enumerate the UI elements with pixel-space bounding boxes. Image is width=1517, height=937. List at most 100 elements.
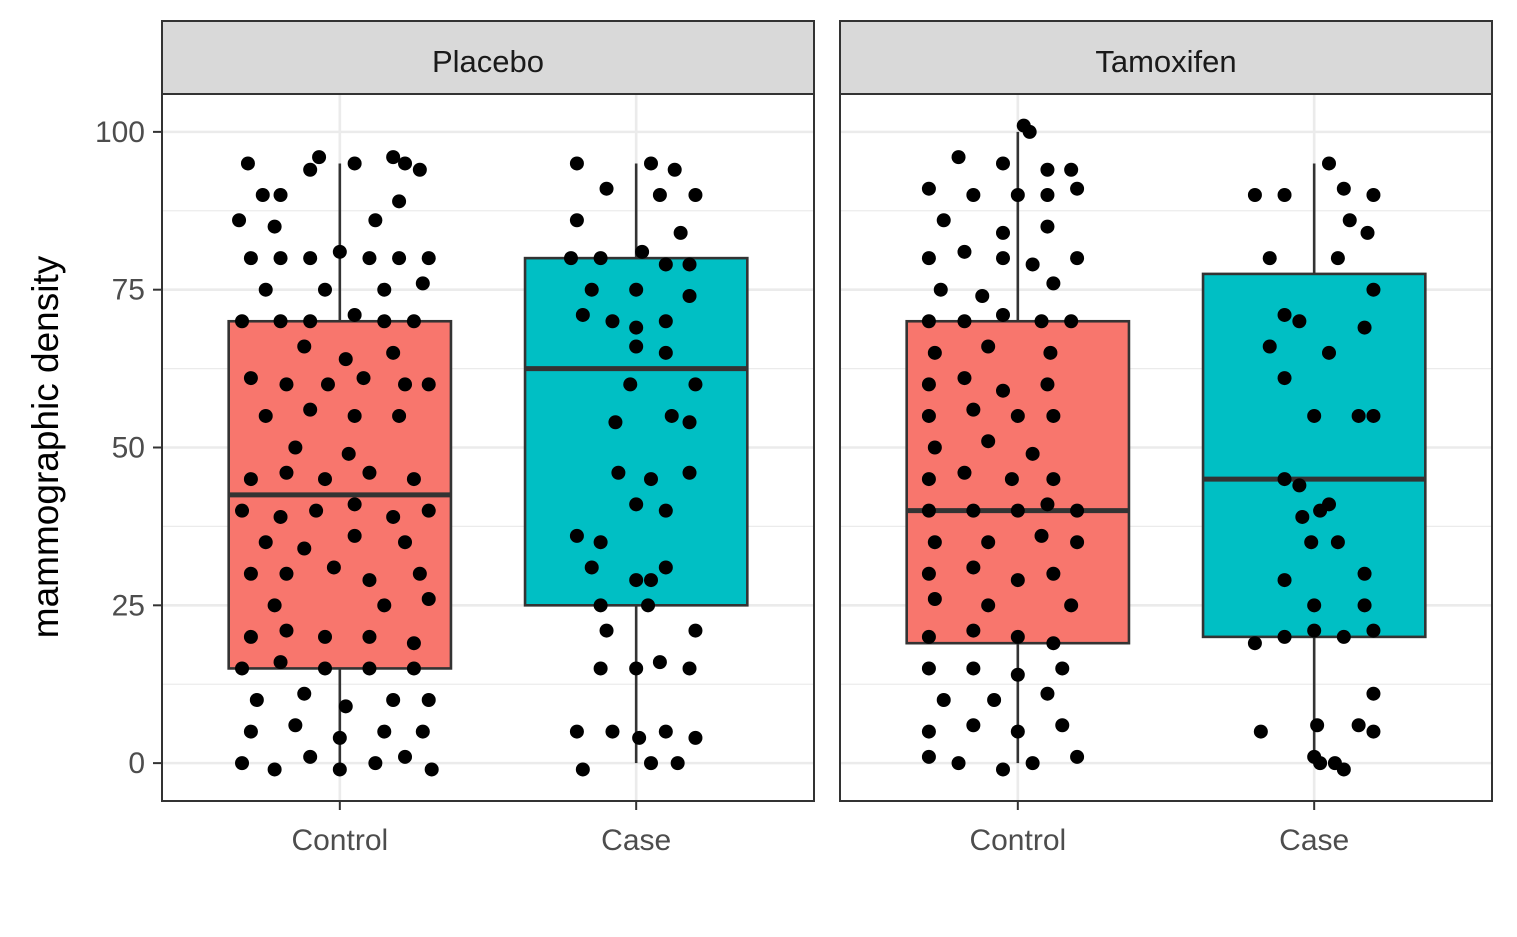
data-point [273,314,288,329]
data-point [593,661,608,676]
data-point [593,535,608,550]
data-point [629,497,644,512]
data-point [303,162,318,177]
data-point [318,472,332,487]
data-point [575,307,590,322]
data-point [235,661,250,676]
data-point [1010,408,1025,423]
data-point [1010,573,1025,588]
data-point [1046,276,1061,291]
data-point [398,749,413,764]
data-point [987,693,1002,707]
data-point [664,408,679,423]
data-point [1307,598,1322,613]
data-point [267,219,282,234]
data-point [273,188,288,202]
data-point [957,244,972,259]
data-point [1357,320,1372,335]
data-point [1322,345,1336,360]
data-point [921,181,936,196]
data-point [966,623,981,638]
data-point [412,566,427,581]
data-point [1336,629,1351,644]
data-point [688,730,703,745]
data-point [406,636,421,651]
data-point [1046,566,1061,581]
data-point [1366,408,1381,423]
strip-label-placebo: Placebo [432,44,544,79]
data-point [1043,345,1058,360]
data-point [1025,756,1040,771]
data-point [933,282,948,297]
data-point [1277,472,1292,487]
panel-placebo: Placebo [161,20,815,802]
data-point [377,282,392,297]
box-placebo-control [227,163,453,764]
data-point [1366,724,1381,739]
data-point [682,661,697,676]
data-point [1040,377,1055,392]
data-point [1292,478,1307,493]
data-point [629,282,644,297]
data-point [644,472,658,487]
y-axis: 0 25 50 75 100 [95,116,162,780]
data-point [1307,623,1322,638]
data-point [386,509,401,524]
data-point [1040,188,1055,202]
data-point [584,560,599,575]
data-point [682,415,697,430]
data-point [279,623,294,638]
box-tamoxifen-case [1201,163,1427,764]
data-point [297,541,312,556]
data-point [1262,339,1277,354]
data-point [303,749,318,764]
data-point [1366,686,1381,701]
data-point [1070,749,1085,764]
data-point [629,661,644,676]
data-point [658,503,673,518]
data-point [1247,636,1262,651]
data-point [235,503,250,518]
y-tick-label: 100 [95,116,145,149]
data-point [421,693,436,707]
data-point [303,314,318,329]
data-point [243,724,258,739]
data-point [1307,408,1322,423]
points-placebo-case [563,156,703,777]
data-point [1070,251,1085,266]
data-point [966,188,981,202]
data-point [658,257,673,272]
y-axis-title: mammographic density [25,255,66,638]
data-point [629,320,644,335]
data-point [966,661,981,676]
data-point [318,629,332,644]
data-point [398,535,413,550]
data-point [996,762,1010,777]
data-point [377,724,392,739]
data-point [1046,472,1061,487]
data-point [996,156,1010,171]
data-point [377,598,392,613]
data-point [1262,251,1277,266]
data-point [421,503,436,518]
data-point [921,472,936,487]
data-point [1064,314,1079,329]
data-point [981,598,996,613]
data-point [1070,535,1085,550]
data-point [1025,446,1040,461]
data-point [309,503,324,518]
x-tick-label-case: Case [1279,824,1349,857]
data-point [1010,629,1025,644]
data-point [921,629,936,644]
data-point [921,724,936,739]
data-point [569,156,584,171]
data-point [1040,162,1055,177]
data-point [563,251,578,266]
data-point [368,756,383,771]
data-point [243,566,258,581]
data-point [644,573,658,588]
data-point [584,282,599,297]
box-iqr [523,256,749,607]
data-point [921,377,936,392]
data-point [1040,686,1055,701]
